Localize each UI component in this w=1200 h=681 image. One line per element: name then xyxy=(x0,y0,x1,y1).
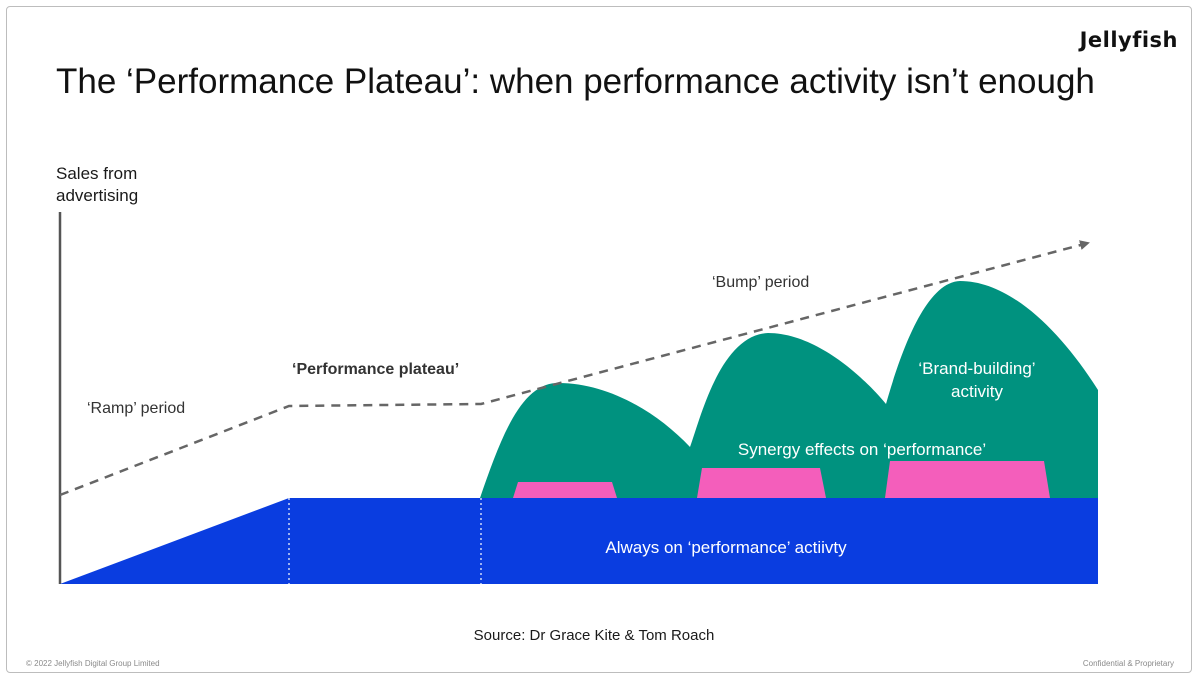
ramp-period-label: ‘Ramp’ period xyxy=(87,400,185,417)
slide-title: The ‘Performance Plateau’: when performa… xyxy=(56,62,1095,101)
y-axis-label-line2: advertising xyxy=(56,186,138,205)
slide-frame xyxy=(6,6,1192,673)
synergy-block-1 xyxy=(513,482,617,498)
brand-building-label-line1: ‘Brand-building’ xyxy=(918,359,1035,378)
brand-building-area xyxy=(480,281,1098,498)
synergy-block-3 xyxy=(885,461,1050,498)
sales-trend-line xyxy=(59,240,1090,497)
synergy-effects-label: Synergy effects on ‘performance’ xyxy=(738,440,986,459)
synergy-block-2 xyxy=(697,468,826,498)
bump-period-label: ‘Bump’ period xyxy=(712,274,809,291)
confidential-footer: Confidential & Proprietary xyxy=(1082,659,1174,668)
source-citation: Source: Dr Grace Kite & Tom Roach xyxy=(474,627,715,644)
performance-plateau-label: ‘Performance plateau’ xyxy=(292,361,459,378)
brand-building-label-line2: activity xyxy=(951,382,1003,401)
copyright-footer: © 2022 Jellyfish Digital Group Limited xyxy=(26,659,160,668)
jellyfish-logo: Jellyfish xyxy=(1079,28,1178,52)
y-axis-label-line1: Sales from xyxy=(56,164,137,183)
always-on-label: Always on ‘performance’ actiivty xyxy=(605,538,847,557)
always-on-area xyxy=(60,498,1098,584)
